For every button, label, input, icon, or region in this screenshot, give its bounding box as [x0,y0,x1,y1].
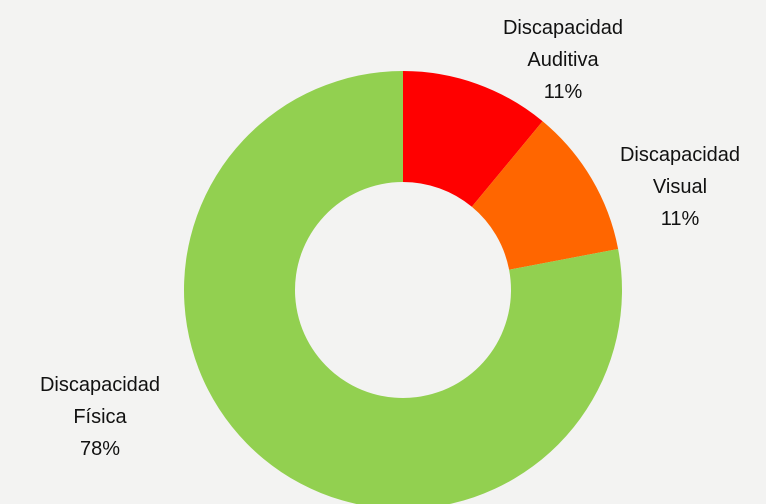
value-label: 11% [543,81,583,103]
donut-slice [471,121,619,270]
donut-slice [184,71,622,504]
category-label: Discapacidad Auditiva [502,17,624,71]
value-label: 78% [79,438,121,460]
slice-label: Discapacidad Auditiva 11% [503,12,623,108]
value-label: 11% [660,208,700,230]
category-label: Discapacidad Física [39,374,161,428]
slice-label: Discapacidad Visual 11% [620,139,740,235]
category-label: Discapacidad Visual [619,144,741,198]
slice-label: Discapacidad Física 78% [40,369,160,465]
donut-slice [403,71,543,207]
